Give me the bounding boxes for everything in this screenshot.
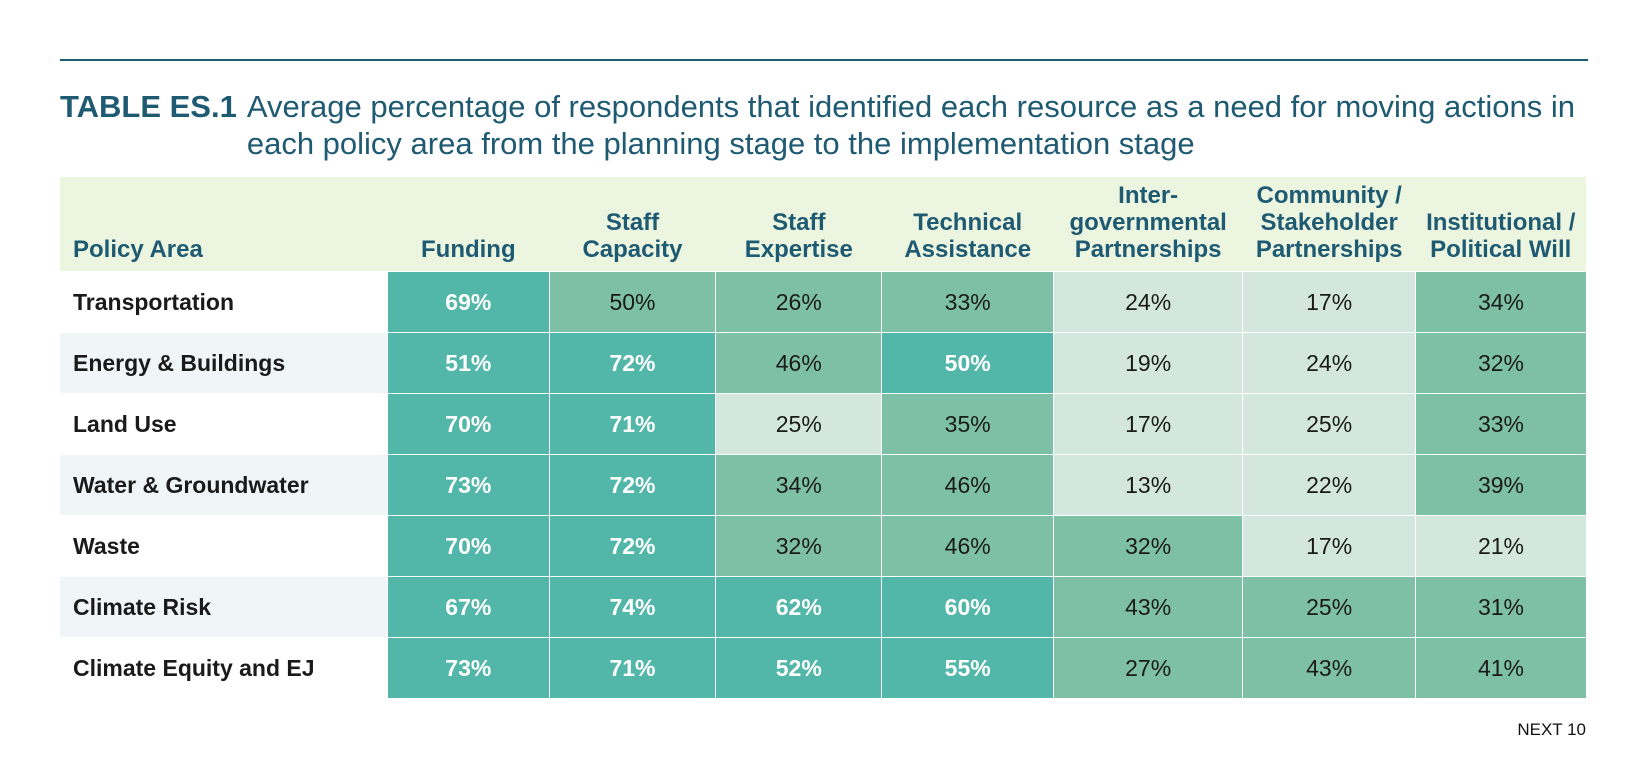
table-cell: 73% bbox=[386, 637, 550, 698]
table-cell: 32% bbox=[1414, 332, 1586, 394]
table-cell: 17% bbox=[1242, 515, 1416, 577]
header-row: Policy Area Funding Staff Capacity Staff… bbox=[60, 177, 1586, 272]
table-cell: 24% bbox=[1052, 271, 1243, 333]
row-label: Energy & Buildings bbox=[60, 332, 388, 394]
table-cell: 43% bbox=[1242, 637, 1416, 698]
table-cell: 70% bbox=[386, 393, 550, 455]
table-cell: 21% bbox=[1414, 515, 1586, 577]
table-cell: 13% bbox=[1052, 454, 1243, 516]
table-title: Average percentage of respondents that i… bbox=[246, 89, 1575, 161]
table-cell: 50% bbox=[548, 271, 716, 333]
table-cell: 31% bbox=[1414, 576, 1586, 638]
table-cell: 27% bbox=[1052, 637, 1243, 698]
table-cell: 33% bbox=[1414, 393, 1586, 455]
column-header: Community / Stakeholder Partnerships bbox=[1242, 177, 1416, 272]
table-cell: 17% bbox=[1052, 393, 1243, 455]
table-cell: 34% bbox=[1414, 271, 1586, 333]
column-header: Technical Assistance bbox=[881, 177, 1054, 272]
column-header: Staff Capacity bbox=[549, 177, 716, 272]
page-footer: NEXT 10 bbox=[1517, 720, 1586, 739]
table-cell: 24% bbox=[1242, 332, 1416, 394]
table-row: Land Use 70% 71% 25% 35% 17% 25% 33% bbox=[60, 393, 1586, 455]
table-cell: 60% bbox=[881, 576, 1054, 638]
table-cell: 26% bbox=[715, 271, 882, 333]
table-cell: 17% bbox=[1242, 271, 1416, 333]
table-cell: 25% bbox=[715, 393, 882, 455]
table-cell: 72% bbox=[548, 332, 716, 394]
table-row: Energy & Buildings 51% 72% 46% 50% 19% 2… bbox=[60, 332, 1586, 394]
table-row: Climate Equity and EJ 73% 71% 52% 55% 27… bbox=[60, 637, 1586, 698]
table-cell: 74% bbox=[548, 576, 716, 638]
table-cell: 46% bbox=[881, 515, 1054, 577]
table-cell: 72% bbox=[548, 454, 716, 516]
row-label: Water & Groundwater bbox=[60, 454, 388, 516]
table-cell: 50% bbox=[881, 332, 1054, 394]
table-cell: 52% bbox=[715, 637, 882, 698]
resource-needs-table: Policy Area Funding Staff Capacity Staff… bbox=[60, 177, 1586, 698]
column-header: Funding bbox=[387, 177, 550, 272]
table-cell: 46% bbox=[715, 332, 882, 394]
table-cell: 32% bbox=[1052, 515, 1243, 577]
table-cell: 25% bbox=[1242, 393, 1416, 455]
column-header: Inter-governmental Partnerships bbox=[1053, 177, 1243, 272]
table-cell: 67% bbox=[386, 576, 550, 638]
table-cell: 34% bbox=[715, 454, 882, 516]
table-cell: 25% bbox=[1242, 576, 1416, 638]
row-label: Land Use bbox=[60, 393, 388, 455]
table-cell: 35% bbox=[881, 393, 1054, 455]
table-cell: 69% bbox=[386, 271, 550, 333]
table-cell: 51% bbox=[386, 332, 550, 394]
row-label: Climate Equity and EJ bbox=[60, 637, 388, 698]
table-cell: 39% bbox=[1414, 454, 1586, 516]
row-label: Transportation bbox=[60, 271, 388, 333]
row-label: Waste bbox=[60, 515, 388, 577]
table-label: TABLE ES.1 bbox=[60, 89, 237, 124]
table-row: Climate Risk 67% 74% 62% 60% 43% 25% 31% bbox=[60, 576, 1586, 638]
row-label: Climate Risk bbox=[60, 576, 388, 638]
table-cell: 46% bbox=[881, 454, 1054, 516]
column-header: Policy Area bbox=[60, 177, 388, 272]
column-header: Staff Expertise bbox=[715, 177, 882, 272]
table-row: Transportation 69% 50% 26% 33% 24% 17% 3… bbox=[60, 271, 1586, 333]
table-cell: 22% bbox=[1242, 454, 1416, 516]
table-row: Water & Groundwater 73% 72% 34% 46% 13% … bbox=[60, 454, 1586, 516]
table-cell: 32% bbox=[715, 515, 882, 577]
table-cell: 72% bbox=[548, 515, 716, 577]
table-cell: 73% bbox=[386, 454, 550, 516]
table-cell: 70% bbox=[386, 515, 550, 577]
table-caption: TABLE ES.1 Average percentage of respond… bbox=[60, 88, 1600, 162]
table-cell: 41% bbox=[1414, 637, 1586, 698]
top-divider bbox=[60, 59, 1588, 61]
table-cell: 71% bbox=[548, 393, 716, 455]
table-row: Waste 70% 72% 32% 46% 32% 17% 21% bbox=[60, 515, 1586, 577]
table-cell: 55% bbox=[881, 637, 1054, 698]
column-header: Institutional / Political Will bbox=[1415, 177, 1586, 272]
table-cell: 19% bbox=[1052, 332, 1243, 394]
table-cell: 62% bbox=[715, 576, 882, 638]
table-cell: 71% bbox=[548, 637, 716, 698]
table-cell: 43% bbox=[1052, 576, 1243, 638]
table-cell: 33% bbox=[881, 271, 1054, 333]
